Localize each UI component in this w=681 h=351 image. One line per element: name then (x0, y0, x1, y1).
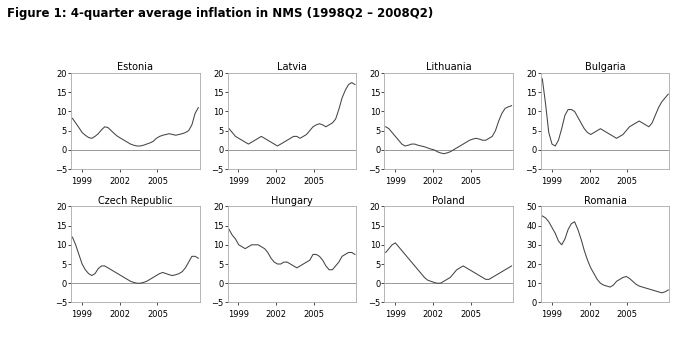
Title: Poland: Poland (432, 196, 465, 206)
Title: Bulgaria: Bulgaria (585, 62, 626, 72)
Title: Latvia: Latvia (277, 62, 307, 72)
Text: Figure 1: 4-quarter average inflation in NMS (1998Q2 – 2008Q2): Figure 1: 4-quarter average inflation in… (7, 7, 433, 20)
Title: Hungary: Hungary (271, 196, 313, 206)
Title: Estonia: Estonia (117, 62, 153, 72)
Title: Romania: Romania (584, 196, 627, 206)
Title: Lithuania: Lithuania (426, 62, 471, 72)
Title: Czech Republic: Czech Republic (98, 196, 173, 206)
